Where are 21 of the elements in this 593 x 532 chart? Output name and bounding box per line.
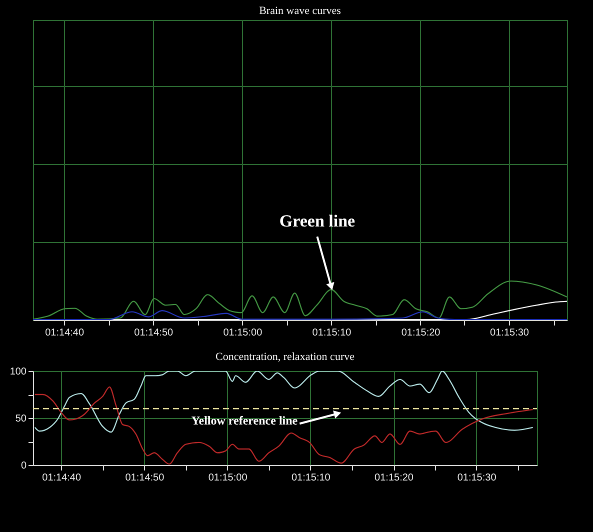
x-tick-label: 01:14:40 [42, 472, 82, 484]
x-tick-label: 01:14:40 [45, 328, 84, 338]
x-tick-label: 01:15:20 [374, 472, 414, 484]
x-tick-label: 01:15:10 [312, 328, 352, 338]
line-series [34, 371, 534, 433]
x-tick-label: 01:15:00 [223, 328, 263, 338]
chart-title: Brain wave curves [259, 5, 341, 17]
chart-title: Concentration, relaxation curve [216, 351, 355, 363]
y-tick-label: 50 [15, 414, 27, 424]
line-series [34, 386, 534, 465]
y-tick-label: 0 [20, 460, 27, 472]
y-tick-label: 100 [10, 366, 27, 378]
annotation: Yellow reference line [191, 414, 298, 428]
x-tick-label: 01:14:50 [125, 472, 165, 484]
x-tick-label: 01:15:30 [457, 472, 497, 484]
x-tick-label: 01:15:10 [291, 472, 331, 484]
x-tick-label: 01:15:00 [208, 472, 248, 484]
x-tick-label: 01:15:20 [401, 328, 441, 338]
annotation: Green line [279, 212, 356, 231]
x-tick-label: 01:15:30 [490, 328, 530, 338]
x-tick-label: 01:14:50 [134, 328, 174, 338]
